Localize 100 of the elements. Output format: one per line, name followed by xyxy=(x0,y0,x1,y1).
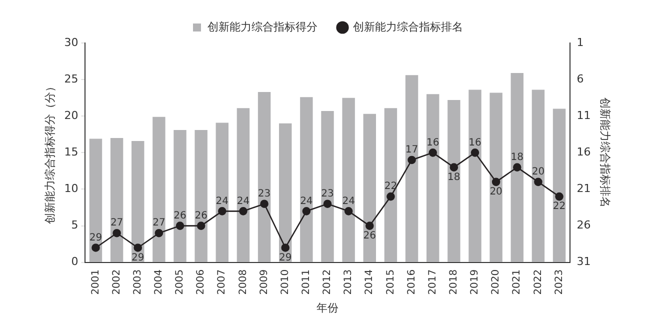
x-tick-label: 2006 xyxy=(196,269,207,295)
data-label: 20 xyxy=(532,166,545,178)
point xyxy=(365,222,374,230)
bar xyxy=(174,130,186,262)
x-tick-label: 2008 xyxy=(238,269,249,295)
bar xyxy=(532,90,545,262)
y-tick-label: 30 xyxy=(64,36,78,49)
bar xyxy=(152,116,166,262)
data-label: 16 xyxy=(468,137,482,148)
point xyxy=(302,207,311,216)
bar xyxy=(89,138,102,262)
x-tick-label: 2016 xyxy=(406,269,418,295)
x-tick-label: 2014 xyxy=(364,269,376,295)
point xyxy=(134,244,142,252)
data-label: 29 xyxy=(132,252,144,264)
data-label: 24 xyxy=(236,196,250,207)
bar xyxy=(342,98,355,262)
x-tick-label: 2013 xyxy=(343,269,354,295)
point xyxy=(450,163,458,172)
data-label: 26 xyxy=(363,230,376,242)
x-tick-label: 2012 xyxy=(322,269,334,295)
point xyxy=(112,228,121,238)
data-label: 26 xyxy=(174,210,186,222)
data-label: 24 xyxy=(216,196,229,207)
bar xyxy=(490,92,502,262)
y2-tick-label: 6 xyxy=(576,72,584,86)
x-tick-label: 2022 xyxy=(532,269,544,295)
data-label: 18 xyxy=(510,152,524,163)
data-label: 26 xyxy=(194,210,208,222)
y2-tick-label: 21 xyxy=(576,182,591,196)
x-tick-label: 2011 xyxy=(301,269,312,295)
x-tick-label: 2009 xyxy=(258,269,270,295)
y-tick-label: 25 xyxy=(64,72,78,86)
bar xyxy=(552,108,566,262)
point xyxy=(196,222,206,230)
y2-tick-label: 26 xyxy=(576,218,591,232)
y2-tick-label: 16 xyxy=(576,146,591,159)
data-label: 22 xyxy=(552,201,566,212)
bar xyxy=(110,138,124,262)
data-label: 29 xyxy=(278,252,292,264)
y-tick-label: 5 xyxy=(71,218,78,232)
y2-axis-title: 创新能力综合指标排名 xyxy=(598,98,612,208)
data-label: 20 xyxy=(490,186,502,198)
legend-label: 创新能力综合指标得分 xyxy=(208,20,318,34)
point xyxy=(154,228,164,238)
point xyxy=(281,244,290,252)
bar xyxy=(426,94,440,262)
bar xyxy=(258,92,271,262)
x-tick-label: 2020 xyxy=(490,269,502,295)
x-tick-label: 2019 xyxy=(470,269,481,295)
x-tick-label: 2017 xyxy=(427,269,438,295)
point xyxy=(470,148,480,157)
bar xyxy=(216,122,229,262)
x-tick-label: 2015 xyxy=(385,269,396,295)
x-tick-label: 2021 xyxy=(512,269,523,295)
y2-tick-label: 31 xyxy=(576,255,591,268)
point xyxy=(492,178,500,186)
bar xyxy=(384,108,398,262)
x-tick-label: 2001 xyxy=(90,269,102,295)
bar xyxy=(132,140,144,262)
x-tick-label: 2005 xyxy=(174,269,186,295)
data-label: 24 xyxy=(300,196,313,207)
bar xyxy=(448,100,460,262)
bar xyxy=(363,114,376,262)
point xyxy=(408,156,416,164)
data-label: 23 xyxy=(258,188,271,200)
y-axis-title: 创新能力综合指标得分（分） xyxy=(43,81,56,224)
point xyxy=(512,163,522,172)
bar xyxy=(236,108,250,262)
x-tick-label: 2007 xyxy=(216,269,228,295)
x-axis-title: 年份 xyxy=(316,301,338,314)
x-tick-label: 2023 xyxy=(554,269,565,295)
x-tick-label: 2002 xyxy=(111,269,122,295)
bar xyxy=(405,75,418,262)
point xyxy=(534,178,542,186)
y-tick-label: 20 xyxy=(64,108,78,122)
data-label: 27 xyxy=(152,218,166,229)
point xyxy=(428,148,437,157)
bar xyxy=(279,123,292,262)
point xyxy=(323,200,332,208)
y2-tick-label: 1 xyxy=(576,36,584,49)
x-tick-label: 2004 xyxy=(154,269,165,295)
x-tick-label: 2018 xyxy=(448,269,460,295)
data-label: 24 xyxy=(342,196,355,207)
bar xyxy=(300,97,313,262)
bar xyxy=(321,111,334,262)
data-label: 27 xyxy=(110,218,124,229)
x-tick-label: 2003 xyxy=(132,269,144,295)
bar xyxy=(510,72,524,262)
y-tick-label: 15 xyxy=(64,146,78,159)
point xyxy=(218,207,226,216)
legend-label: 创新能力综合指标排名 xyxy=(353,20,463,34)
bar xyxy=(468,90,482,262)
data-label: 18 xyxy=(448,172,460,183)
x-tick-label: 2010 xyxy=(280,269,291,295)
data-label: 22 xyxy=(384,181,398,192)
data-label: 16 xyxy=(426,137,440,148)
point xyxy=(176,222,184,230)
data-label: 29 xyxy=(89,232,102,244)
point xyxy=(386,192,395,201)
